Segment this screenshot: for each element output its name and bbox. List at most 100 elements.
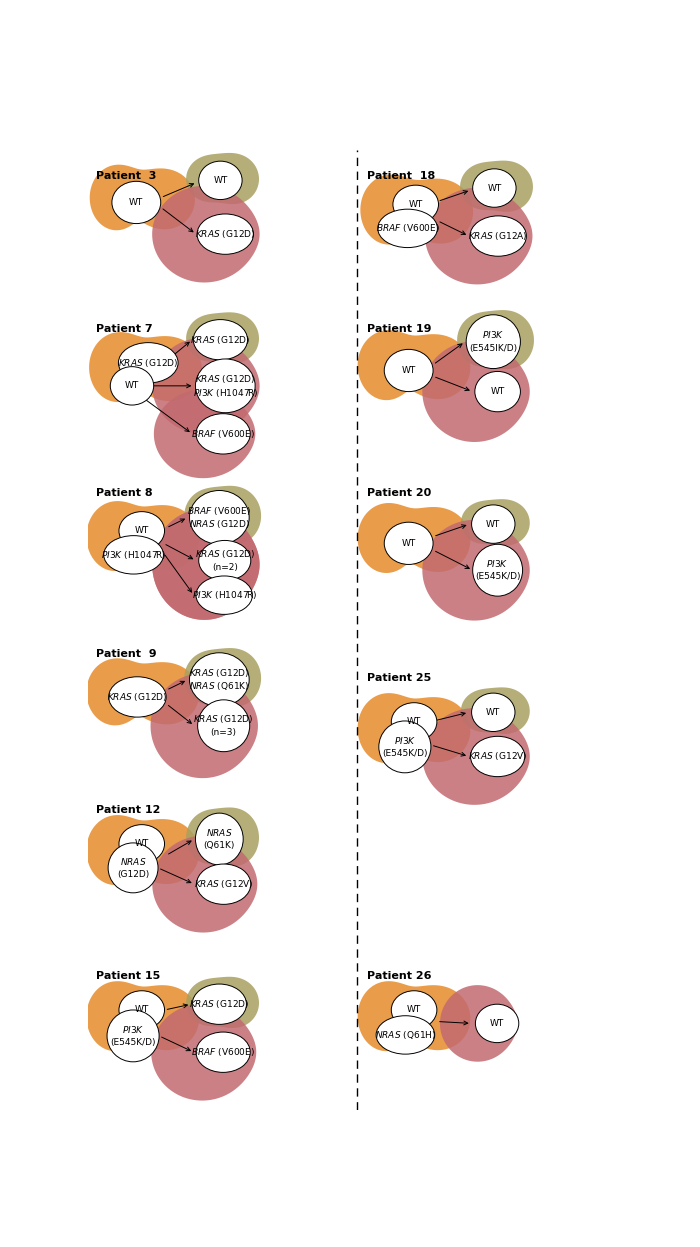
Polygon shape xyxy=(152,186,260,283)
Text: (E545K/D): (E545K/D) xyxy=(475,572,520,581)
Text: Patient 7: Patient 7 xyxy=(96,324,153,334)
Text: Patient  18: Patient 18 xyxy=(367,171,435,181)
Text: WT: WT xyxy=(486,708,500,717)
Polygon shape xyxy=(422,342,530,441)
Text: $\it{KRAS}$ (G12D): $\it{KRAS}$ (G12D) xyxy=(193,713,254,725)
Text: $\it{KRAS}$ (G12D): $\it{KRAS}$ (G12D) xyxy=(190,334,251,345)
Polygon shape xyxy=(152,338,260,434)
Ellipse shape xyxy=(196,414,251,454)
Text: WT: WT xyxy=(407,1005,421,1015)
Text: $\it{KRAS}$ (G12D): $\it{KRAS}$ (G12D) xyxy=(107,691,168,703)
Polygon shape xyxy=(358,693,470,763)
Text: $\it{KRAS}$ (G12V): $\it{KRAS}$ (G12V) xyxy=(468,751,528,762)
Text: $\it{KRAS}$ (G12V): $\it{KRAS}$ (G12V) xyxy=(194,878,253,890)
Text: $\it{KRAS}$ (G12A): $\it{KRAS}$ (G12A) xyxy=(468,229,528,242)
Text: $\it{PI3K}$ (H1047R): $\it{PI3K}$ (H1047R) xyxy=(192,589,257,601)
Text: WT: WT xyxy=(409,200,423,208)
Ellipse shape xyxy=(199,540,251,581)
Ellipse shape xyxy=(384,349,433,392)
Text: Patient 20: Patient 20 xyxy=(367,488,431,498)
Text: Patient 8: Patient 8 xyxy=(96,488,153,498)
Text: Patient 12: Patient 12 xyxy=(96,806,160,816)
Text: WT: WT xyxy=(490,1019,504,1028)
Ellipse shape xyxy=(384,522,433,565)
Polygon shape xyxy=(89,332,202,402)
Ellipse shape xyxy=(118,343,178,383)
Ellipse shape xyxy=(195,813,243,865)
Ellipse shape xyxy=(193,319,248,360)
Text: WT: WT xyxy=(487,183,501,192)
Ellipse shape xyxy=(378,209,438,248)
Text: Patient  9: Patient 9 xyxy=(96,648,156,658)
Text: $\it{KRAS}$ (G12D): $\it{KRAS}$ (G12D) xyxy=(195,547,255,560)
Polygon shape xyxy=(184,486,261,545)
Polygon shape xyxy=(186,312,259,364)
Ellipse shape xyxy=(391,703,437,741)
Text: $\it{PI3K}$ (H1047R): $\it{PI3K}$ (H1047R) xyxy=(193,387,258,399)
Polygon shape xyxy=(358,981,470,1051)
Polygon shape xyxy=(90,165,195,231)
Text: Patient 25: Patient 25 xyxy=(367,673,431,683)
Ellipse shape xyxy=(475,1004,519,1042)
Ellipse shape xyxy=(197,700,250,752)
Ellipse shape xyxy=(193,984,246,1024)
Ellipse shape xyxy=(107,1010,159,1062)
Text: $\it{NRAS}$: $\it{NRAS}$ xyxy=(206,827,232,838)
Polygon shape xyxy=(186,976,259,1028)
Ellipse shape xyxy=(470,216,526,256)
Polygon shape xyxy=(153,835,258,933)
Polygon shape xyxy=(184,648,261,707)
Ellipse shape xyxy=(111,367,154,405)
Text: WT: WT xyxy=(402,539,416,547)
Polygon shape xyxy=(457,311,534,369)
Text: (E545K/D): (E545K/D) xyxy=(111,1038,156,1047)
Polygon shape xyxy=(86,981,199,1051)
Text: WT: WT xyxy=(491,387,505,397)
Polygon shape xyxy=(86,816,199,885)
Text: (Q61K): (Q61K) xyxy=(204,842,235,850)
Polygon shape xyxy=(152,509,260,620)
Ellipse shape xyxy=(473,168,516,207)
Ellipse shape xyxy=(196,576,253,615)
Polygon shape xyxy=(358,503,470,572)
Polygon shape xyxy=(440,985,517,1061)
Text: $\it{KRAS}$ (G12D): $\it{KRAS}$ (G12D) xyxy=(189,667,250,678)
Text: $\it{KRAS}$ (G12D): $\it{KRAS}$ (G12D) xyxy=(195,228,256,241)
Text: (G12D): (G12D) xyxy=(117,870,149,879)
Text: $\it{NRAS}$ (Q61K): $\it{NRAS}$ (Q61K) xyxy=(189,681,249,692)
Ellipse shape xyxy=(379,721,431,773)
Ellipse shape xyxy=(393,185,438,223)
Text: WT: WT xyxy=(402,365,416,375)
Polygon shape xyxy=(460,161,533,212)
Text: WT: WT xyxy=(134,839,149,848)
Ellipse shape xyxy=(119,991,164,1029)
Text: $\it{KRAS}$ (G12D): $\it{KRAS}$ (G12D) xyxy=(195,373,256,385)
Text: Patient 26: Patient 26 xyxy=(367,970,431,980)
Text: $\it{PI3K}$ (H1047R): $\it{PI3K}$ (H1047R) xyxy=(101,549,166,561)
Text: Patient 15: Patient 15 xyxy=(96,970,160,980)
Polygon shape xyxy=(86,658,199,726)
Text: WT: WT xyxy=(486,520,500,529)
Polygon shape xyxy=(461,499,530,546)
Ellipse shape xyxy=(108,677,166,717)
Polygon shape xyxy=(186,808,259,867)
Ellipse shape xyxy=(197,214,253,254)
Ellipse shape xyxy=(472,505,515,544)
Polygon shape xyxy=(86,501,199,571)
Ellipse shape xyxy=(466,314,520,369)
Text: WT: WT xyxy=(407,717,421,727)
Polygon shape xyxy=(358,330,470,400)
Text: (n=3): (n=3) xyxy=(211,728,237,737)
Ellipse shape xyxy=(473,544,523,596)
Ellipse shape xyxy=(199,161,242,200)
Text: $\it{NRAS}$ (G12D): $\it{NRAS}$ (G12D) xyxy=(189,518,250,530)
Ellipse shape xyxy=(376,1016,435,1054)
Text: $\it{BRAF}$ (V600E): $\it{BRAF}$ (V600E) xyxy=(191,428,255,440)
Polygon shape xyxy=(152,509,260,620)
Text: $\it{BRAF}$ (V600E): $\it{BRAF}$ (V600E) xyxy=(191,1046,255,1059)
Ellipse shape xyxy=(108,843,158,893)
Ellipse shape xyxy=(197,864,251,904)
Ellipse shape xyxy=(472,693,515,732)
Ellipse shape xyxy=(195,359,255,413)
Ellipse shape xyxy=(470,736,525,777)
